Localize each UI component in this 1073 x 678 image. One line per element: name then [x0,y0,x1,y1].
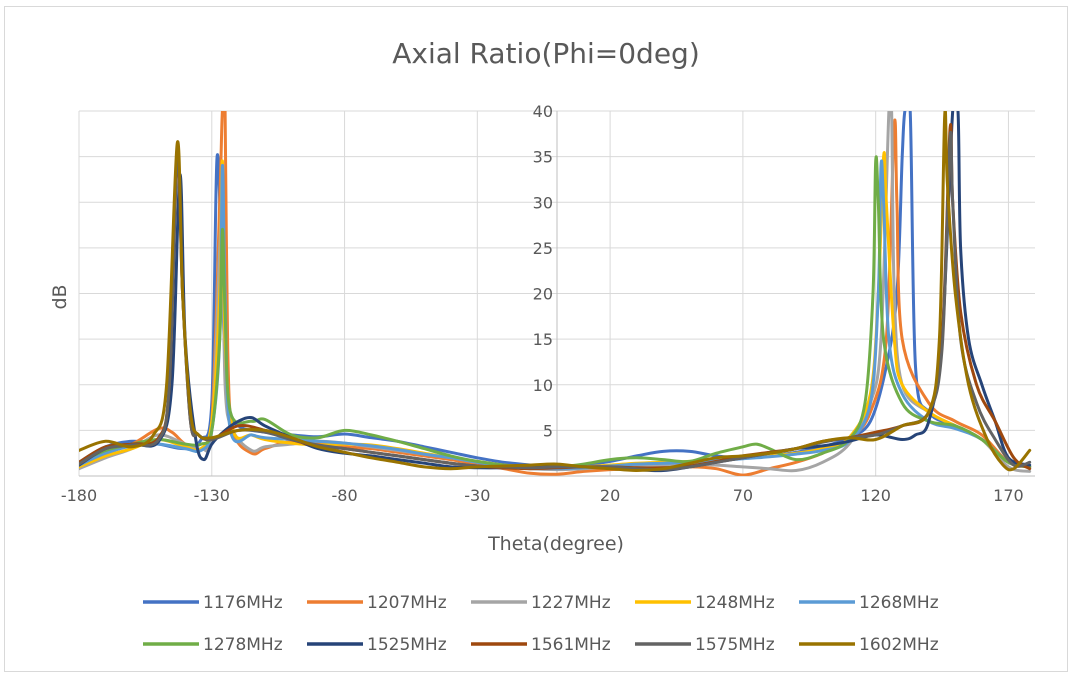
legend-entry: 1278MHz [203,635,283,655]
x-tick-label: 120 [860,486,891,505]
x-tick-label: 70 [733,486,753,505]
legend-entry: 1602MHz [859,635,939,655]
chart-title: Axial Ratio(Phi=0deg) [392,37,700,70]
y-tick-label: 15 [533,330,553,349]
chart-frame: Axial Ratio(Phi=0deg) -180 -130 -80 -30 20 70… [4,6,1068,672]
series-line-1602MHz [79,111,1032,472]
x-tick-label: -180 [61,486,97,505]
legend: 1176MHz 1207MHz 1227MHz 1248MHz 1268MHz 1278M… [143,593,939,655]
y-tick-label: 40 [533,102,553,121]
x-tick-label: 20 [600,486,620,505]
legend-entry: 1561MHz [531,635,611,655]
legend-entry: 1248MHz [695,593,775,613]
x-tick-label: -30 [464,486,490,505]
legend-entry: 1525MHz [367,635,447,655]
x-tick-label: -130 [194,486,230,505]
x-axis-title: Theta(degree) [487,533,624,555]
legend-entry: 1268MHz [859,593,939,613]
series-layer [79,111,1032,476]
y-tick-label: 35 [533,148,553,167]
y-tick-label: 10 [533,376,553,395]
y-tick-label: 20 [533,285,553,304]
y-tick-label: 25 [533,239,553,258]
legend-entry: 1207MHz [367,593,447,613]
x-tick-label: 170 [993,486,1024,505]
y-axis-title: dB [49,284,71,309]
y-tick-label: 5 [543,421,553,440]
axis-layer: -180 -130 -80 -30 20 70 120 170 5 10 15 20 25 30 35 40 [61,102,1035,505]
y-tick-label: 30 [533,193,553,212]
legend-entry: 1575MHz [695,635,775,655]
legend-entry: 1227MHz [531,593,611,613]
legend-entry: 1176MHz [203,593,283,613]
chart-svg: Axial Ratio(Phi=0deg) -180 -130 -80 -30 20 70… [49,37,1035,655]
x-tick-label: -80 [331,486,357,505]
